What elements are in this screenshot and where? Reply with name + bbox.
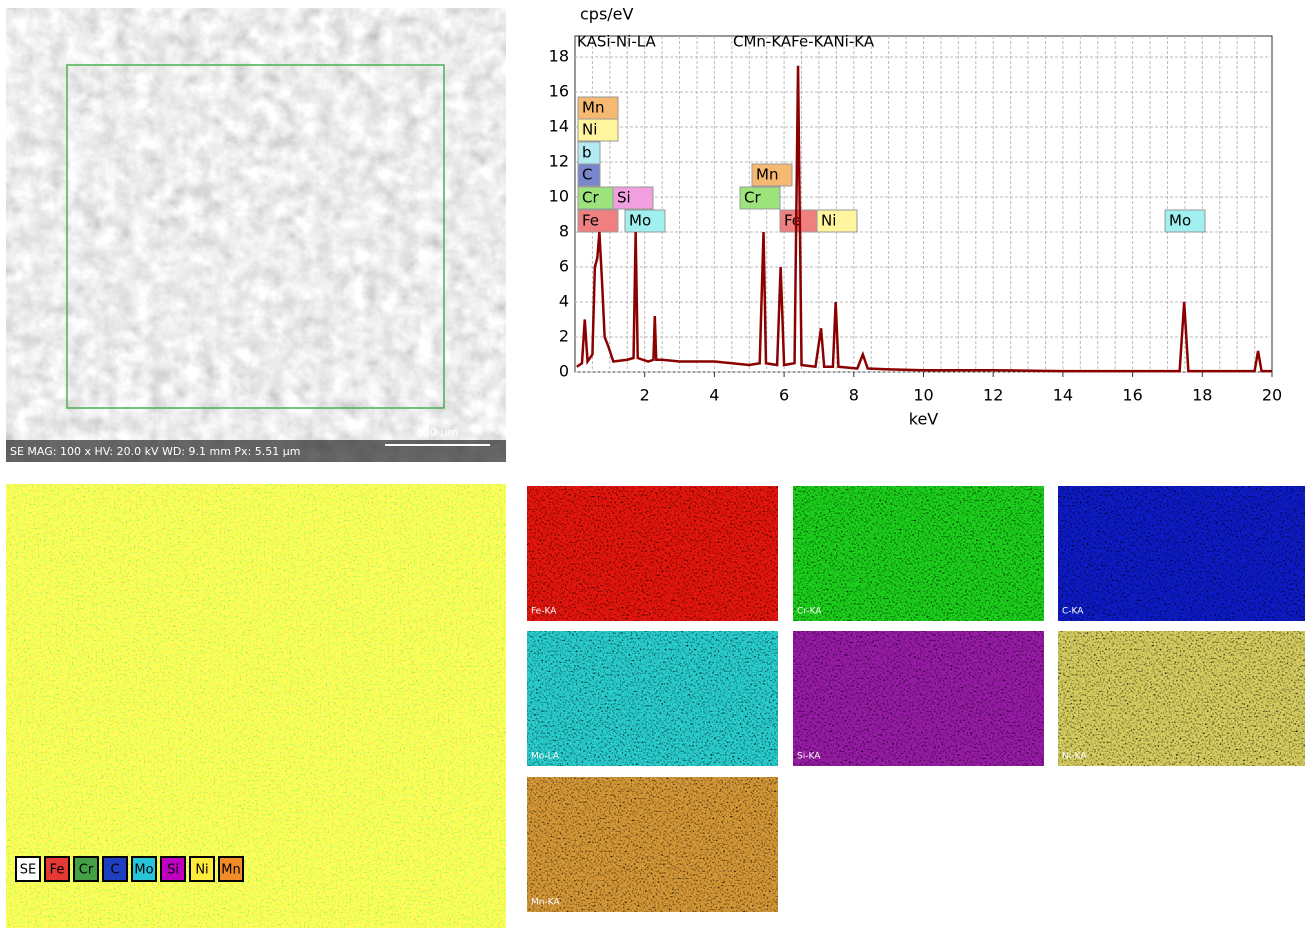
x-axis-label: keV (909, 410, 939, 429)
x-tick-label: 10 (913, 386, 933, 405)
legend-label: Cr (79, 863, 94, 878)
element-map (1058, 486, 1305, 621)
legend-label: Ni (195, 863, 208, 878)
y-tick-label: 18 (549, 47, 569, 66)
map-label: C-KA (1062, 607, 1084, 617)
peak-label: Si (617, 189, 631, 207)
peak-label: Mn (756, 166, 778, 184)
peak-label: C (582, 166, 592, 184)
legend-label: Mn (221, 863, 240, 878)
element-map (1058, 631, 1305, 766)
sem-image (6, 8, 506, 462)
legend-label: Mo (134, 863, 153, 878)
peak-label: Cr (744, 189, 761, 207)
element-map (527, 631, 778, 766)
peak-label: Mo (1169, 212, 1191, 230)
x-tick-label: 4 (709, 386, 719, 405)
x-tick-label: 18 (1192, 386, 1212, 405)
spectrum-chart: 0 2 4 6 8 10 12 14 16 18 2 4 6 8 10 12 14 16 18 20 cps/eV keV… (549, 5, 1283, 429)
map-label: Mn-KA (531, 898, 560, 908)
peak-header: KASi-Ni-LA (577, 33, 656, 51)
y-axis-label: cps/eV (580, 5, 634, 24)
y-tick-label: 0 (559, 362, 569, 381)
x-tick-label: 2 (640, 386, 650, 405)
legend-label: Si (167, 863, 179, 878)
scale-label: 600 µm (416, 426, 458, 439)
y-tick-label: 2 (559, 327, 569, 346)
y-tick-label: 14 (549, 117, 569, 136)
x-tick-label: 6 (779, 386, 789, 405)
sem-info: SE MAG: 100 x HV: 20.0 kV WD: 9.1 mm Px:… (10, 445, 300, 458)
y-tick-label: 10 (549, 187, 569, 206)
element-map (527, 777, 778, 912)
peak-label: Mn (582, 99, 604, 117)
legend-label: SE (20, 863, 36, 878)
element-map (793, 631, 1044, 766)
y-tick-label: 6 (559, 257, 569, 276)
peak-label: Cr (582, 189, 599, 207)
y-tick-label: 8 (559, 222, 569, 241)
y-tick-label: 16 (549, 82, 569, 101)
x-tick-label: 20 (1262, 386, 1282, 405)
map-label: Fe-KA (531, 607, 557, 617)
map-label: Mo-LA (531, 752, 560, 762)
element-map (793, 486, 1044, 621)
figure: SE MAG: 100 x HV: 20.0 kV WD: 9.1 mm Px:… (0, 0, 1307, 929)
map-label: Ni-KA (1062, 752, 1087, 762)
peak-label: Fe (784, 212, 801, 230)
peak-label: Fe (582, 212, 599, 230)
peak-label: Ni (821, 212, 836, 230)
x-tick-label: 14 (1053, 386, 1073, 405)
element-map (527, 486, 778, 621)
x-tick-label: 8 (849, 386, 859, 405)
y-tick-label: 12 (549, 152, 569, 171)
element-maps: Fe-KA Cr-KA C-KA Mo-LA Si-KA Ni-KA Mn-KA (527, 486, 1305, 912)
legend-label: C (110, 863, 119, 878)
peak-label: b (582, 144, 592, 162)
map-label: Si-KA (797, 752, 821, 762)
peak-label: Ni (582, 121, 597, 139)
map-label: Cr-KA (797, 607, 822, 617)
peak-header: CMn-KAFe-KANi-KA (733, 33, 875, 51)
legend-label: Fe (50, 863, 65, 878)
y-tick-label: 4 (559, 292, 569, 311)
peak-label: Mo (629, 212, 651, 230)
x-tick-label: 16 (1122, 386, 1142, 405)
x-tick-label: 12 (983, 386, 1003, 405)
